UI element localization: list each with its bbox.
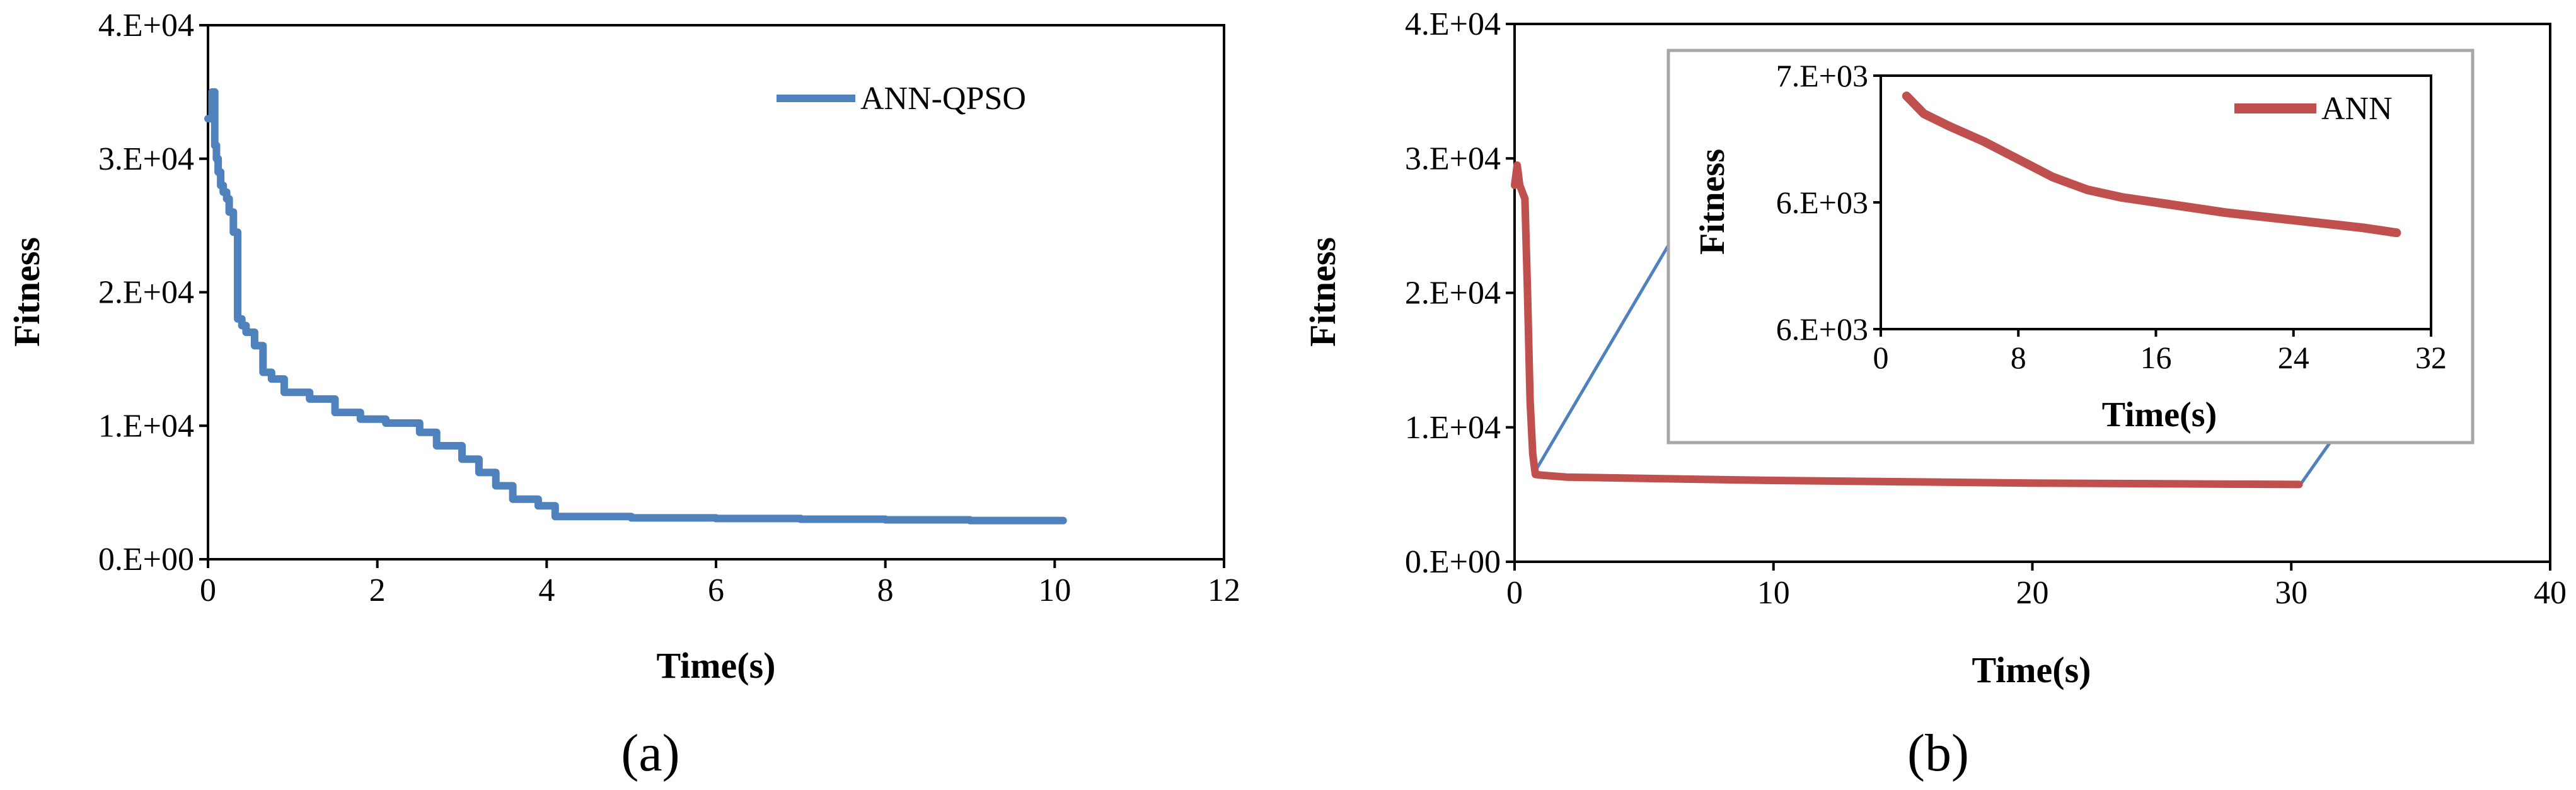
chart-a-x-tick-label: 2 [369,572,386,608]
chart-a-x-tick-label: 8 [877,572,894,608]
chart-a-y-tick-label: 0.E+00 [98,542,194,578]
chart-b-y-ticks: 0.E+00 1.E+04 2.E+04 3.E+04 4.E+04 [1405,6,1515,580]
chart-b-y-tick-label: 3.E+04 [1405,141,1501,177]
chart-a-series-line-0 [204,88,1067,525]
chart-a-series [204,88,1067,525]
inset-y-tick-label: 6.E+03 [1776,311,1868,347]
chart-b-panel-label: (b) [1907,724,1969,782]
chart-a-x-tick-label: 0 [200,572,216,608]
inset-legend-label: ANN [2321,91,2393,127]
inset-x-tick-label: 24 [2278,340,2309,375]
inset-y-axis-title: Fitness [1693,149,1732,255]
chart-a-x-tick-label: 12 [1208,572,1240,608]
inset-y-ticks: 6.E+03 6.E+03 7.E+03 [1776,58,1881,347]
chart-b-x-tick-label: 10 [1757,575,1790,611]
inset-x-tick-label: 8 [2011,340,2026,375]
chart-b-y-tick-label: 2.E+04 [1405,276,1501,311]
chart-b: 0.E+00 1.E+04 2.E+04 3.E+04 4.E+04 0 10 20 30 40… [1302,6,2567,782]
chart-a-panel-label: (a) [621,724,679,782]
inset-y-tick-label: 7.E+03 [1776,58,1868,93]
chart-a-y-axis-title: Fitness [6,237,47,347]
inset-x-tick-label: 16 [2140,340,2172,375]
chart-b-x-axis-title: Time(s) [1972,649,2091,690]
inset-chart: 6.E+036.E+037.E+03 0 8 16 24 32 ANN Time(s) … [1666,49,2475,444]
chart-a-x-ticks: 0 2 4 6 8 10 12 [200,559,1240,608]
chart-a-y-tick-label: 1.E+04 [98,408,194,444]
chart-b-y-tick-label: 0.E+00 [1405,544,1501,580]
chart-a-x-axis-title: Time(s) [656,645,775,686]
inset-y-tick-label: 6.E+03 [1776,185,1868,220]
chart-b-y-tick-label: 1.E+04 [1405,410,1501,446]
chart-a-x-tick-label: 4 [538,572,555,608]
inset-x-axis-title: Time(s) [2102,395,2217,434]
inset-x-tick-label: 32 [2415,340,2447,375]
chart-a-y-tick-label: 3.E+04 [98,141,194,177]
chart-a-x-tick-label: 6 [708,572,724,608]
zoom-connector-left [1532,241,1672,475]
inset-frame [1666,49,2475,444]
inset-series-line-0 [1902,91,2401,238]
chart-b-x-ticks: 0 10 20 30 40 [1506,562,2567,611]
chart-b-x-tick-label: 20 [2016,575,2049,611]
inset-x-ticks: 0 8 16 24 32 [1873,329,2447,375]
chart-b-x-tick-label: 30 [2275,575,2307,611]
chart-a-y-tick-label: 4.E+04 [98,8,194,44]
chart-b-y-tick-label: 4.E+04 [1405,6,1501,42]
chart-a-y-tick-label: 2.E+04 [98,275,194,311]
chart-b-series-line-0 [1511,161,2303,489]
chart-b-x-tick-label: 0 [1506,575,1523,611]
inset-x-tick-label: 0 [1873,340,1889,375]
chart-a: 0.E+00 1.E+04 2.E+04 3.E+04 4.E+04 0 2 4 6 8 10 12… [6,8,1240,782]
chart-a-plot-area [207,24,1225,561]
inset-series [1902,91,2401,238]
chart-b-x-tick-label: 40 [2534,575,2567,611]
chart-a-y-ticks: 0.E+00 1.E+04 2.E+04 3.E+04 4.E+04 [98,8,208,578]
chart-b-y-axis-title: Fitness [1302,237,1343,347]
chart-a-x-tick-label: 10 [1038,572,1071,608]
chart-b-series [1511,161,2303,489]
chart-a-legend-label: ANN-QPSO [860,81,1026,117]
